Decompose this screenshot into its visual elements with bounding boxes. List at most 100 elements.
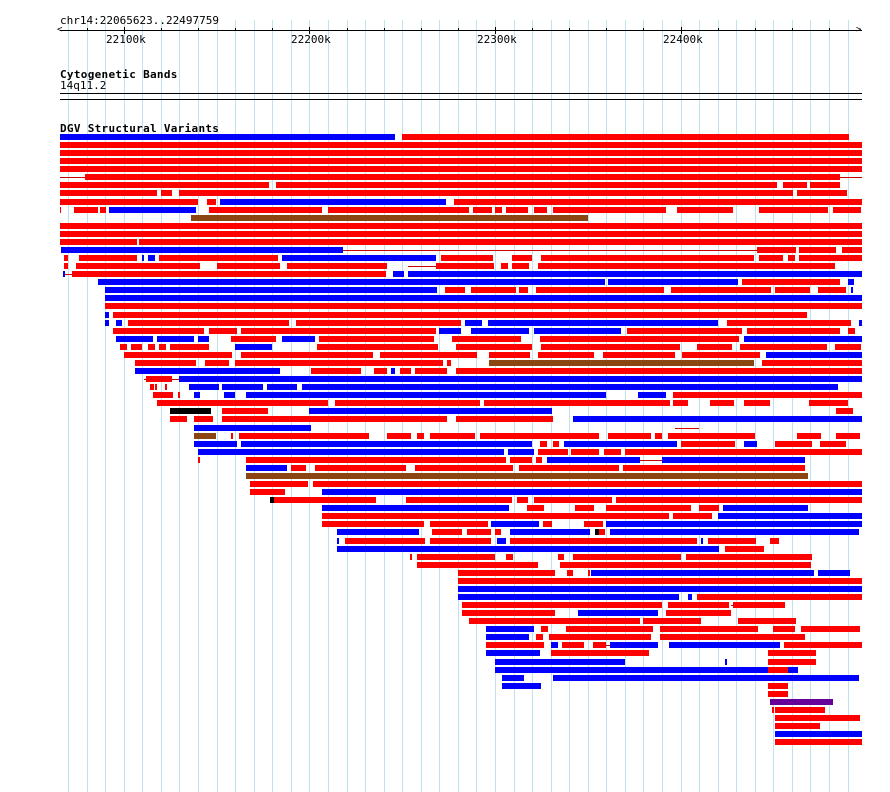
variant-gain-bar[interactable] [159,344,166,350]
variant-loss-bar[interactable] [510,529,590,535]
variant-gain-bar[interactable] [374,368,387,374]
variant-gain-bar[interactable] [417,433,424,439]
variant-gain-bar[interactable] [241,328,436,334]
variant-gain-bar[interactable] [768,650,816,656]
variant-gain-bar[interactable] [60,158,862,164]
variant-gain-bar[interactable] [146,376,172,382]
variant-loss-bar[interactable] [744,441,757,447]
variant-gain-bar[interactable] [441,255,493,261]
variant-gain-bar[interactable] [697,594,862,600]
variant-gain-bar[interactable] [540,336,739,342]
variant-gain-bar[interactable] [549,634,651,640]
variant-gain-bar[interactable] [768,659,816,665]
variant-gain-bar[interactable] [768,667,788,673]
variant-gain-bar[interactable] [469,618,640,624]
variant-complex-bar[interactable] [270,497,274,503]
variant-loss-bar[interactable] [859,320,862,326]
variant-gain-bar[interactable] [818,287,846,293]
variant-gain-bar[interactable] [165,384,167,390]
variant-gain-bar[interactable] [775,707,825,713]
variant-gain-bar[interactable] [296,320,461,326]
variant-gain-bar[interactable] [250,489,285,495]
variant-gain-bar[interactable] [512,263,529,269]
variant-gain-bar[interactable] [538,263,835,269]
variant-gain-bar[interactable] [480,433,599,439]
variant-gain-bar[interactable] [495,207,502,213]
variant-gain-bar[interactable] [506,207,528,213]
variant-gain-bar[interactable] [506,554,513,560]
variant-gain-bar[interactable] [74,207,98,213]
variant-gain-bar[interactable] [456,344,532,350]
variant-gain-bar[interactable] [430,521,488,527]
variant-gain-bar[interactable] [836,408,853,414]
variant-gain-bar[interactable] [417,554,495,560]
variant-gain-bar[interactable] [454,199,862,205]
variant-loss-bar[interactable] [235,344,272,350]
variant-loss-bar[interactable] [553,675,859,681]
variant-gain-bar[interactable] [541,626,548,632]
variant-gain-bar[interactable] [835,344,861,350]
variant-loss-bar[interactable] [744,336,862,342]
variant-gain-bar[interactable] [783,182,807,188]
variant-gain-bar[interactable] [400,368,411,374]
variant-gain-bar[interactable] [681,441,735,447]
variant-gain-bar[interactable] [415,465,513,471]
variant-gain-bar[interactable] [100,207,106,213]
variant-gain-bar[interactable] [456,368,862,374]
variant-gain-bar[interactable] [775,441,812,447]
variant-link-line[interactable] [408,266,436,267]
variant-loss-bar[interactable] [322,489,862,495]
variant-inversion-bar[interactable] [194,433,216,439]
variant-gain-bar[interactable] [415,368,447,374]
variant-gain-bar[interactable] [170,416,187,422]
variant-loss-bar[interactable] [610,529,859,535]
variant-gain-bar[interactable] [627,328,742,334]
variant-loss-bar[interactable] [610,642,658,648]
variant-gain-bar[interactable] [319,336,434,342]
variant-gain-bar[interactable] [593,642,606,648]
variant-gain-bar[interactable] [551,650,649,656]
variant-loss-bar[interactable] [718,513,862,519]
variant-gain-bar[interactable] [534,497,612,503]
variant-gain-bar[interactable] [677,207,733,213]
variant-gain-bar[interactable] [484,400,670,406]
variant-gain-bar[interactable] [113,328,204,334]
variant-gain-bar[interactable] [668,433,755,439]
variant-loss-bar[interactable] [105,295,862,301]
variant-loss-bar[interactable] [135,368,280,374]
variant-loss-bar[interactable] [309,408,552,414]
variant-loss-bar[interactable] [302,384,838,390]
variant-gain-bar[interactable] [660,634,805,640]
variant-gain-bar[interactable] [198,457,200,463]
variant-gain-bar[interactable] [519,465,619,471]
variant-gain-bar[interactable] [85,174,840,180]
variant-gain-bar[interactable] [241,352,373,358]
variant-gain-bar[interactable] [467,529,491,535]
variant-gain-bar[interactable] [775,723,820,729]
variant-gain-bar[interactable] [124,352,232,358]
variant-gain-bar[interactable] [759,255,783,261]
variant-gain-bar[interactable] [699,505,719,511]
variant-gain-bar[interactable] [842,247,862,253]
variant-gain-bar[interactable] [575,505,594,511]
variant-gain-bar[interactable] [553,207,666,213]
variant-gain-bar[interactable] [573,554,681,560]
variant-gain-bar[interactable] [673,392,862,398]
variant-loss-bar[interactable] [606,521,862,527]
variant-gain-bar[interactable] [536,634,543,640]
variant-gain-bar[interactable] [222,408,268,414]
variant-gain-bar[interactable] [209,207,322,213]
variant-gain-bar[interactable] [541,344,680,350]
variant-gain-bar[interactable] [833,207,861,213]
variant-gain-bar[interactable] [207,199,216,205]
variant-loss-bar[interactable] [701,538,703,544]
variant-gain-bar[interactable] [178,392,180,398]
variant-loss-bar[interactable] [109,207,196,213]
variant-gain-bar[interactable] [456,416,553,422]
variant-gain-bar[interactable] [135,360,196,366]
variant-gain-bar[interactable] [239,433,369,439]
variant-loss-bar[interactable] [98,279,605,285]
variant-gain-bar[interactable] [235,360,443,366]
variant-loss-bar[interactable] [179,376,862,382]
variant-gain-bar[interactable] [733,602,785,608]
